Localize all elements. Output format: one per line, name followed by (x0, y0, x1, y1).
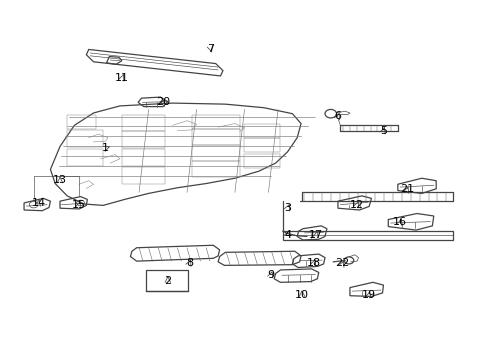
Bar (122, 167, 165, 184)
Bar (191, 145, 239, 161)
Text: 13: 13 (53, 175, 67, 185)
Text: 6: 6 (334, 112, 341, 121)
Text: 3: 3 (284, 203, 290, 213)
Bar (67, 149, 103, 166)
Text: 11: 11 (115, 73, 129, 83)
Bar (191, 161, 239, 177)
Text: 17: 17 (309, 230, 323, 240)
Bar (122, 131, 165, 148)
Text: 9: 9 (267, 270, 274, 280)
Text: 8: 8 (185, 258, 193, 268)
Text: 14: 14 (31, 198, 45, 208)
Bar (244, 138, 280, 153)
Text: 7: 7 (207, 45, 214, 54)
Bar (244, 124, 280, 138)
Text: 18: 18 (306, 258, 321, 268)
Bar (191, 115, 239, 129)
Text: 22: 22 (335, 258, 349, 268)
Text: 5: 5 (379, 126, 386, 136)
Text: 10: 10 (294, 290, 308, 300)
Text: 4: 4 (284, 230, 290, 240)
Bar (122, 116, 165, 131)
Bar (67, 116, 96, 129)
Bar (244, 153, 280, 168)
Text: 12: 12 (349, 200, 364, 210)
Text: 2: 2 (164, 275, 171, 285)
Bar (146, 270, 188, 291)
Text: 15: 15 (72, 200, 86, 210)
Bar (191, 129, 239, 145)
Bar (122, 149, 165, 166)
Text: 21: 21 (400, 184, 414, 194)
Bar (67, 130, 103, 147)
Text: 19: 19 (361, 290, 375, 300)
Text: 1: 1 (102, 143, 109, 153)
Text: 16: 16 (392, 217, 407, 227)
Text: 20: 20 (156, 98, 170, 107)
